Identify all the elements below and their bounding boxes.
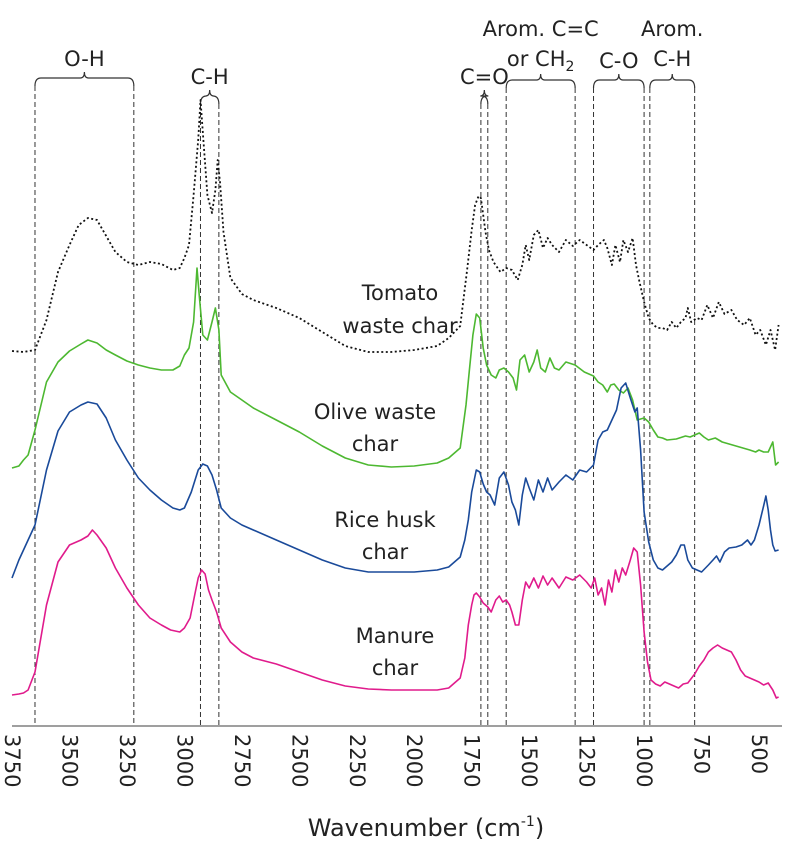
band-5-brace [649,73,696,89]
band-label-3-line1: Arom. C=C [483,17,599,41]
series-label-rice-line1: Rice husk [334,508,436,532]
band-label-3-subscript: 2 [566,59,575,75]
x-tick-label-2750: 2750 [230,734,254,787]
band-label-2: C=O [460,65,509,89]
series-labels: Tomato waste char Olive waste char Rice … [314,281,458,680]
x-axis: 3750 3500 3250 3000 2750 2500 2250 2000 1750 1500… [0,725,782,787]
spectra [11,99,780,699]
x-tick-label-3250: 3250 [115,734,139,787]
x-tick-label-750: 750 [690,734,714,774]
x-axis-title-text: Wavenumber (cm [308,814,521,842]
x-tick-label-2000: 2000 [402,734,426,787]
x-tick-label-2500: 2500 [287,734,311,787]
band-label-1: C-H [191,65,229,89]
series-label-tomato-line1: Tomato [361,281,439,305]
band-3-brace [505,73,576,89]
x-tick-label-3500: 3500 [57,734,81,787]
x-tick-label-1000: 1000 [632,734,656,787]
series-label-olive-line2: char [352,432,399,456]
series-label-olive-line1: Olive waste [314,400,436,424]
band-2-brace [480,89,489,105]
band-label-0: O-H [64,47,104,71]
x-tick-label-3000: 3000 [172,734,196,787]
x-tick-label-1500: 1500 [517,734,541,787]
x-tick-label-1750: 1750 [460,734,484,787]
series-label-manure-line2: char [372,656,419,680]
band-label-3-line2: or CH2 [507,47,575,75]
band-label-5-line2: C-H [653,47,691,71]
x-axis-title: Wavenumber (cm-1) [308,814,544,842]
series-line-2 [11,382,779,579]
x-axis-title-close: ) [535,814,544,842]
band-label-5-line1: Arom. [641,17,704,41]
x-tick-label-3750: 3750 [0,734,24,787]
series-label-tomato-line2: waste char [342,314,458,338]
series-label-manure-line1: Manure [356,624,435,648]
x-tick-label-500: 500 [747,734,771,774]
x-tick-label-1250: 1250 [575,734,599,787]
band-label-4: C-O [599,49,638,73]
series-line-3 [11,529,779,699]
series-line-0 [11,99,780,353]
x-tick-label-2250: 2250 [345,734,369,787]
band-4-brace [592,73,645,89]
series-label-rice-line2: char [362,540,409,564]
x-axis-title-sup: -1 [521,814,535,830]
series-line-1 [11,267,780,469]
band-1-brace [199,89,220,105]
band-0-brace [34,71,135,87]
